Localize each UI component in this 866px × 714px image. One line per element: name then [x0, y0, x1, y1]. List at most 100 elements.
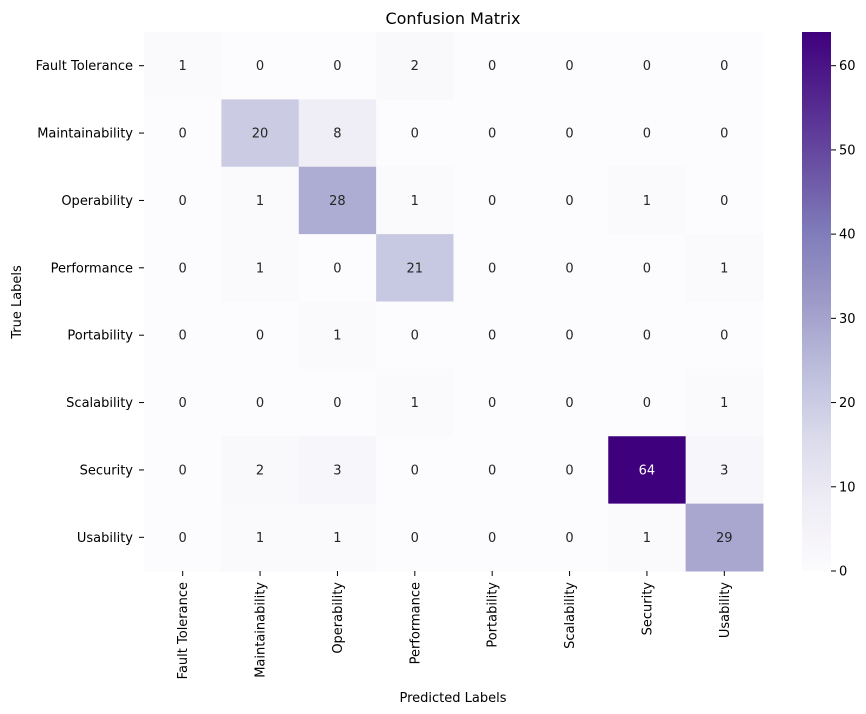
- colorbar-tick-label: 30: [839, 312, 856, 327]
- heatmap-cell: [376, 301, 454, 370]
- cell-value-label: 0: [720, 329, 728, 344]
- cell-value-label: 1: [256, 261, 264, 276]
- heatmap-cell: [144, 234, 222, 302]
- heatmap-cell: [453, 436, 532, 505]
- heatmap-cell: [685, 301, 764, 370]
- cell-value-label: 0: [179, 127, 187, 142]
- colorbar: 0 10 20 30 40 50 60: [802, 32, 856, 580]
- heatmap-cell: [453, 368, 532, 437]
- cell-value-label: 1: [643, 531, 651, 546]
- y-tick-label: Maintainability: [37, 127, 133, 142]
- chart-title: Confusion Matrix: [385, 9, 520, 28]
- x-tick-label: Operability: [331, 582, 346, 654]
- colorbar-tick-label: 40: [839, 228, 856, 243]
- cell-value-label: 1: [720, 261, 728, 276]
- heatmap-cell: [221, 234, 300, 302]
- heatmap-cell: [530, 32, 609, 100]
- cell-value-label: 0: [411, 531, 419, 546]
- cell-value-label: 1: [256, 531, 264, 546]
- x-axis-label: Predicted Labels: [399, 691, 506, 706]
- heatmap-cell: [298, 166, 377, 235]
- heatmap-cell: [453, 301, 532, 370]
- heatmap-cell: [298, 99, 377, 168]
- cell-value-label: 3: [720, 463, 728, 478]
- heatmap-cell: [221, 503, 300, 572]
- cell-value-label: 0: [565, 396, 573, 411]
- y-tick-label: Fault Tolerance: [36, 59, 133, 74]
- cell-value-label: 0: [720, 194, 728, 209]
- heatmap-cell: [453, 503, 532, 572]
- cell-value-label: 0: [643, 127, 651, 142]
- cell-value-label: 0: [565, 194, 573, 209]
- heatmap-cell: [221, 32, 300, 100]
- heatmap-cell: [453, 32, 532, 100]
- x-tick-label: Maintainability: [254, 582, 269, 678]
- y-tick-label: Scalability: [66, 396, 133, 411]
- x-tick-label: Fault Tolerance: [176, 582, 191, 679]
- heatmap-cell: [376, 234, 454, 302]
- colorbar-tick-label: 20: [839, 396, 856, 411]
- cell-value-label: 0: [643, 59, 651, 74]
- heatmap-cell: [144, 436, 222, 505]
- heatmap-cell: [453, 234, 532, 302]
- cell-value-label: 1: [179, 59, 187, 74]
- cell-value-label: 0: [565, 329, 573, 344]
- heatmap-cell: [685, 368, 764, 437]
- cell-value-label: 0: [179, 463, 187, 478]
- heatmap-cell: [221, 166, 300, 235]
- cell-value-label: 64: [639, 463, 656, 478]
- cell-value-label: 0: [643, 261, 651, 276]
- cell-value-label: 1: [411, 396, 419, 411]
- colorbar-tick-label: 50: [839, 143, 856, 158]
- x-tick-label: Performance: [408, 582, 423, 664]
- heatmap-cell: [685, 99, 764, 168]
- heatmap-grid: 1 0 0 2 0 0 0 00 20 8 0 0 0 0 00 1 28 1 0 0 1 00 1 0 21 0 0 0 10 0 1 0 0…: [144, 32, 764, 572]
- cell-value-label: 0: [720, 59, 728, 74]
- cell-value-label: 1: [256, 194, 264, 209]
- heatmap-cell: [376, 166, 454, 235]
- heatmap-cell: [530, 99, 609, 168]
- heatmap-cell: [608, 436, 687, 505]
- heatmap-cell: [298, 368, 377, 437]
- y-tick-label: Portability: [67, 329, 133, 344]
- colorbar-tick-label: 60: [839, 59, 856, 74]
- heatmap-cell: [530, 234, 609, 302]
- cell-value-label: 29: [716, 531, 733, 546]
- heatmap-cell: [530, 368, 609, 437]
- cell-value-label: 1: [333, 531, 341, 546]
- cell-value-label: 1: [411, 194, 419, 209]
- heatmap-cell: [685, 166, 764, 235]
- x-tick-label: Portability: [486, 582, 501, 648]
- cell-value-label: 0: [565, 59, 573, 74]
- colorbar-tick-label: 0: [839, 565, 847, 580]
- heatmap-cell: [144, 368, 222, 437]
- cell-value-label: 0: [333, 261, 341, 276]
- x-tick-label: Security: [640, 582, 655, 636]
- heatmap-cell: [144, 32, 222, 100]
- heatmap-cell: [376, 368, 454, 437]
- cell-value-label: 0: [179, 396, 187, 411]
- heatmap-cell: [376, 32, 454, 100]
- heatmap-cell: [608, 234, 687, 302]
- heatmap-cell: [685, 32, 764, 100]
- heatmap-cell: [144, 166, 222, 235]
- heatmap-cell: [608, 503, 687, 572]
- x-tick-label: Usability: [718, 582, 733, 638]
- cell-value-label: 0: [256, 329, 264, 344]
- cell-value-label: 20: [252, 127, 269, 142]
- heatmap-cell: [376, 99, 454, 168]
- cell-value-label: 0: [256, 396, 264, 411]
- heatmap-cell: [530, 503, 609, 572]
- heatmap-cell: [298, 234, 377, 302]
- cell-value-label: 0: [411, 463, 419, 478]
- cell-value-label: 0: [179, 329, 187, 344]
- x-axis-ticks: Fault Tolerance Maintainability Operabilit…: [176, 571, 733, 679]
- heatmap-cell: [298, 503, 377, 572]
- colorbar-gradient: [802, 32, 831, 571]
- heatmap-cell: [530, 301, 609, 370]
- colorbar-tick-label: 10: [839, 480, 856, 495]
- cell-value-label: 2: [256, 463, 264, 478]
- cell-value-label: 0: [488, 531, 496, 546]
- cell-value-label: 0: [256, 59, 264, 74]
